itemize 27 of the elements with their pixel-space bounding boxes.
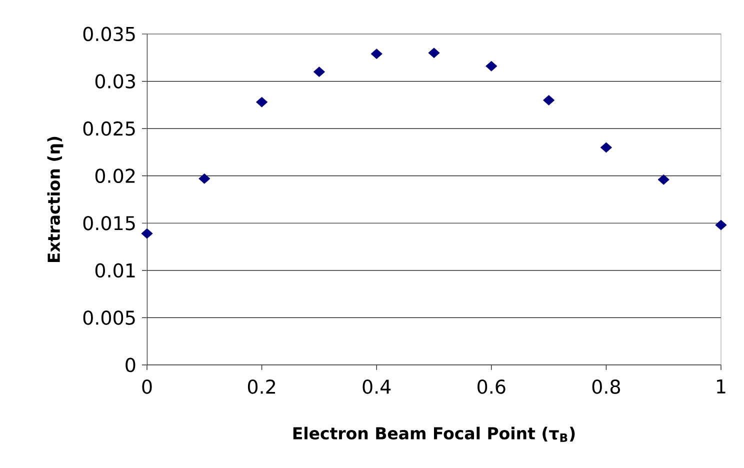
point [428, 48, 440, 58]
point [256, 96, 268, 108]
x-tick-label: 0 [142, 380, 152, 394]
point [486, 60, 498, 72]
x-tick-label: 0.6 [478, 380, 506, 394]
y-tick-label: 0 [126, 358, 136, 372]
x-tick-label: 0.2 [248, 380, 275, 394]
y-tick-label: 0.035 [83, 26, 135, 42]
y-tick-label: 0.025 [83, 121, 135, 136]
x-tick-label: 1 [717, 380, 726, 394]
y-tick-label: 0.02 [95, 168, 135, 184]
point [715, 220, 727, 230]
point [198, 173, 210, 184]
point [370, 48, 382, 60]
y-tick-label: 0.01 [95, 263, 135, 278]
y-tick-label: 0.03 [95, 74, 135, 88]
point [600, 142, 612, 153]
y-tick-label: 0.015 [83, 216, 135, 230]
x-tick-label: 0.4 [362, 380, 391, 394]
y-axis-title: Extraction (η) [47, 136, 64, 262]
point [658, 174, 670, 185]
point [542, 94, 555, 106]
x-axis-title: Electron Beam Focal Point (τ$_{B}$) [293, 426, 575, 442]
point [141, 228, 153, 239]
y-tick-label: 0.005 [83, 310, 135, 325]
x-tick-label: 0.8 [592, 380, 620, 394]
point [313, 66, 326, 78]
